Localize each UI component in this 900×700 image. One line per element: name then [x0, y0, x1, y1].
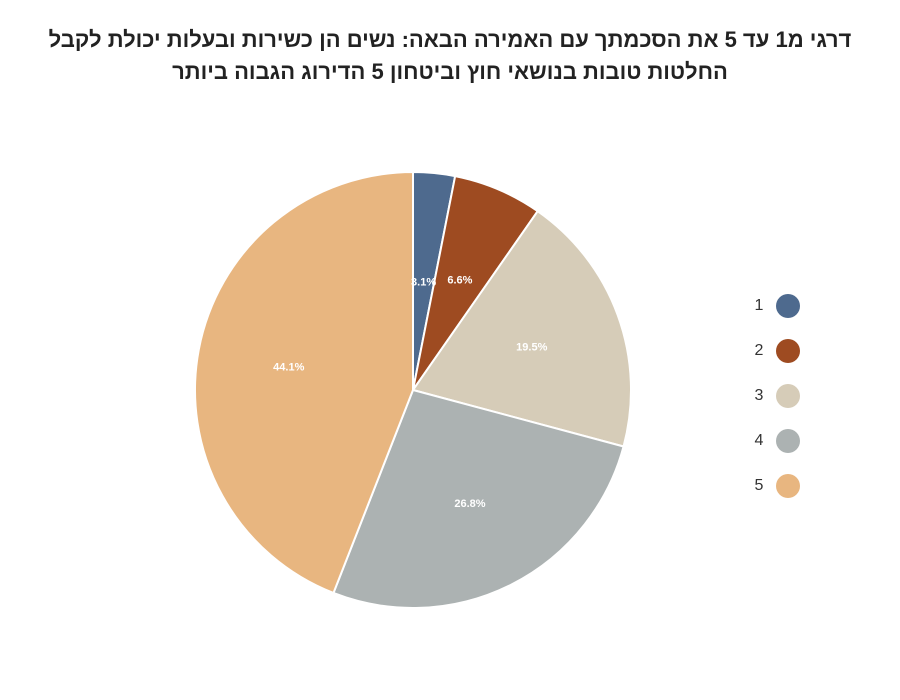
- data-label-4: 26.8%: [454, 498, 485, 510]
- chart-title: דרגי מ1 עד 5 את הסכמתך עם האמירה הבאה: נ…: [0, 24, 900, 88]
- legend-label-2: 2: [754, 341, 764, 359]
- data-label-2: 6.6%: [447, 275, 472, 287]
- legend-swatch-1: [776, 293, 800, 318]
- legend-swatch-5: [776, 473, 800, 498]
- legend-label-3: 3: [754, 386, 764, 404]
- legend-label-5: 5: [754, 476, 764, 494]
- legend-swatch-3: [776, 383, 800, 408]
- legend-swatch-2: [776, 338, 800, 363]
- data-label-3: 19.5%: [516, 342, 547, 354]
- legend-item-5: 5: [752, 463, 812, 508]
- legend-label-1: 1: [754, 296, 764, 314]
- title-line-2: החלטות טובות בנושאי חוץ וביטחון 5 הדירוג…: [172, 59, 728, 84]
- legend-swatch-4: [776, 428, 800, 453]
- data-label-1: 3.1%: [411, 277, 436, 289]
- pie-slice-3: [411, 209, 632, 448]
- legend-item-1: 1: [752, 283, 812, 328]
- title-line-1: דרגי מ1 עד 5 את הסכמתך עם האמירה הבאה: נ…: [48, 27, 852, 52]
- legend-item-2: 2: [752, 328, 812, 373]
- pie-slice-4: [332, 388, 625, 609]
- data-label-5: 44.1%: [273, 362, 304, 374]
- legend-item-4: 4: [752, 418, 812, 463]
- legend: 1 2 3 4 5: [752, 283, 812, 508]
- legend-label-4: 4: [754, 431, 764, 449]
- pie-slice-5: [194, 170, 414, 595]
- legend-item-3: 3: [752, 373, 812, 418]
